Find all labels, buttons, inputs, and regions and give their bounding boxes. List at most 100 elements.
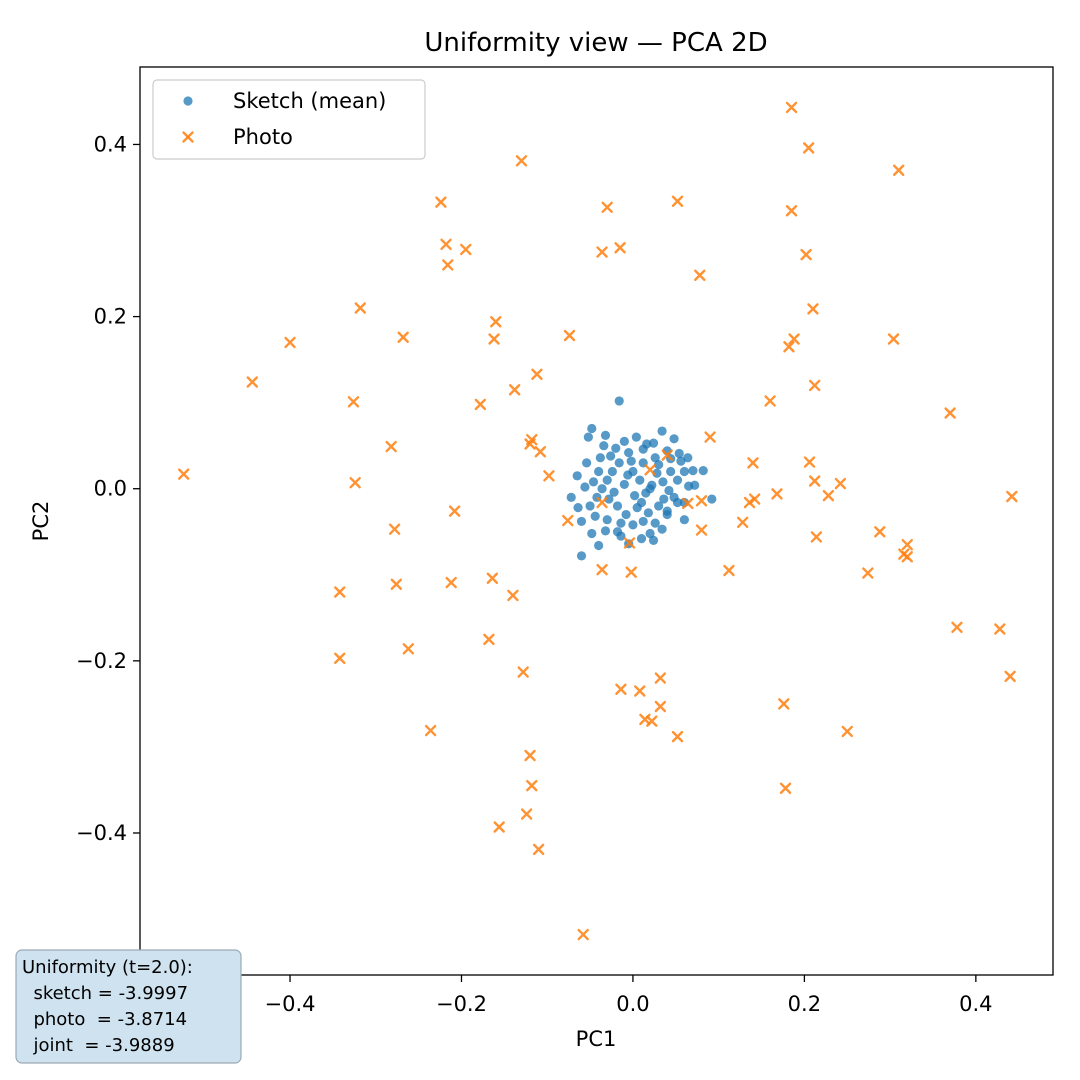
photo-point bbox=[388, 523, 401, 535]
plot-marks bbox=[178, 101, 1018, 941]
photo-point bbox=[402, 643, 415, 655]
sketch-point bbox=[573, 503, 583, 513]
photo-point bbox=[460, 243, 472, 256]
sketch-point bbox=[621, 509, 631, 520]
y-axis-label: PC2 bbox=[29, 501, 53, 542]
photo-point bbox=[695, 524, 708, 536]
photo-point bbox=[785, 205, 798, 217]
sketch-point bbox=[648, 438, 659, 448]
stats-line-title: Uniformity (t=2.0): bbox=[22, 957, 193, 978]
y-tick-label: 0.4 bbox=[94, 132, 127, 156]
photo-point bbox=[284, 336, 296, 349]
legend-marker-sketch bbox=[183, 96, 193, 106]
sketch-point bbox=[587, 528, 597, 539]
photo-point bbox=[748, 493, 761, 505]
photo-point bbox=[385, 440, 397, 453]
sketch-point bbox=[636, 534, 647, 544]
sketch-point bbox=[690, 480, 700, 490]
photo-point bbox=[764, 395, 776, 407]
photo-point bbox=[944, 407, 956, 419]
stats-box-background bbox=[15, 949, 242, 1064]
photo-point bbox=[615, 683, 627, 695]
photo-point bbox=[808, 379, 821, 392]
sketch-point bbox=[619, 436, 629, 446]
sketch-point bbox=[624, 447, 634, 458]
photo-point bbox=[178, 468, 190, 480]
photo-point bbox=[623, 537, 636, 549]
photo-point bbox=[435, 196, 447, 208]
photo-point bbox=[682, 497, 694, 510]
sketch-point bbox=[672, 475, 683, 485]
sketch-point bbox=[658, 477, 668, 487]
photo-point bbox=[543, 470, 555, 482]
photo-point bbox=[862, 567, 874, 579]
photo-point bbox=[488, 333, 500, 345]
photo-point bbox=[517, 666, 529, 678]
photo-point bbox=[625, 566, 637, 578]
photo-point bbox=[474, 398, 487, 411]
photo-point bbox=[614, 242, 626, 254]
sketch-point bbox=[645, 484, 655, 494]
photo-point bbox=[892, 164, 905, 176]
sketch-point bbox=[676, 456, 686, 466]
sketch-point bbox=[583, 432, 593, 442]
photo-point bbox=[596, 563, 608, 576]
sketch-point bbox=[688, 466, 698, 476]
sketch-point bbox=[585, 501, 595, 511]
photo-point bbox=[671, 195, 684, 207]
photo-point bbox=[596, 246, 608, 258]
photo-point bbox=[783, 341, 795, 353]
photo-point bbox=[808, 475, 821, 487]
sketch-point bbox=[604, 494, 614, 504]
photo-point bbox=[486, 572, 499, 584]
photo-point bbox=[448, 505, 461, 517]
photo-point bbox=[354, 302, 367, 314]
sketch-point bbox=[666, 466, 676, 477]
series-sketch bbox=[566, 396, 717, 561]
sketch-point bbox=[631, 432, 641, 442]
sketch-point bbox=[594, 540, 604, 551]
photo-point bbox=[644, 464, 656, 476]
photo-point bbox=[778, 698, 790, 710]
sketch-point bbox=[572, 471, 582, 481]
photo-point bbox=[810, 531, 823, 543]
sketch-point bbox=[607, 466, 617, 477]
x-tick-label: 0.2 bbox=[788, 992, 821, 1016]
photo-point bbox=[246, 376, 259, 388]
sketch-point bbox=[674, 448, 684, 459]
y-axis: −0.4 −0.2 0.0 0.2 0.4 bbox=[76, 132, 140, 845]
sketch-point bbox=[642, 439, 652, 449]
legend-box bbox=[152, 79, 426, 160]
photo-point bbox=[524, 749, 536, 762]
legend-label-photo: Photo bbox=[233, 125, 293, 149]
sketch-point bbox=[664, 485, 674, 496]
sketch-point bbox=[602, 515, 612, 525]
sketch-point bbox=[679, 466, 689, 477]
photo-point bbox=[577, 928, 589, 941]
sketch-point bbox=[587, 423, 597, 434]
photo-point bbox=[704, 431, 716, 443]
sketch-point bbox=[630, 491, 640, 501]
photo-point bbox=[736, 516, 749, 528]
sketch-point bbox=[594, 466, 604, 477]
sketch-point bbox=[590, 511, 600, 521]
photo-point bbox=[483, 633, 495, 646]
sketch-point bbox=[582, 458, 592, 468]
photo-point bbox=[785, 101, 798, 114]
sketch-point bbox=[683, 453, 693, 463]
sketch-point bbox=[628, 520, 638, 530]
photo-point bbox=[445, 576, 457, 589]
photo-point bbox=[563, 329, 576, 342]
x-axis-label: PC1 bbox=[576, 1027, 617, 1051]
photo-point bbox=[807, 303, 819, 315]
photo-point bbox=[841, 725, 853, 738]
sketch-point bbox=[614, 396, 624, 406]
sketch-point bbox=[648, 535, 659, 545]
series-photo bbox=[178, 101, 1018, 941]
photo-point bbox=[440, 238, 452, 250]
sketch-point bbox=[662, 506, 672, 516]
photo-point bbox=[901, 538, 913, 551]
sketch-point bbox=[635, 475, 645, 485]
y-tick-label: 0.2 bbox=[94, 305, 127, 329]
